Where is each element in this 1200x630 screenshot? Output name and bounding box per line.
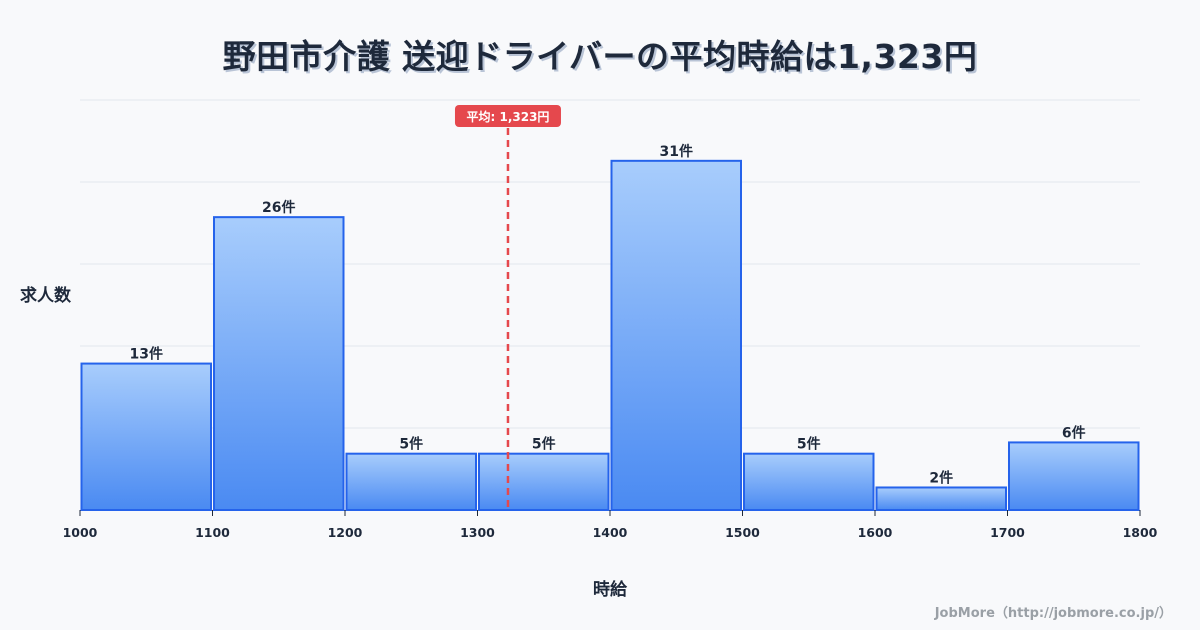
x-tick-label: 1300 xyxy=(460,525,495,540)
y-axis-label: 求人数 xyxy=(20,286,71,306)
bar-value-label: 31件 xyxy=(660,143,693,160)
histogram-bar xyxy=(875,486,1007,512)
histogram-bar xyxy=(213,216,345,511)
histogram-bar xyxy=(478,452,610,511)
x-tick-label: 1600 xyxy=(858,525,893,540)
bar-value-label: 2件 xyxy=(929,469,953,486)
bar-value-label: 5件 xyxy=(532,436,556,453)
average-marker: 平均: 1,323円 xyxy=(454,105,561,510)
histogram-bar xyxy=(80,362,212,512)
x-axis-label: 時給 xyxy=(593,580,627,600)
x-tick-label: 1000 xyxy=(63,525,98,540)
histogram-bar xyxy=(1008,441,1140,511)
histogram-bar xyxy=(743,452,875,511)
bar-value-label: 6件 xyxy=(1062,424,1086,441)
bar-value-label: 5件 xyxy=(797,436,821,453)
bar-value-label: 13件 xyxy=(130,346,163,363)
source-credit: JobMore（http://jobmore.co.jp/） xyxy=(934,606,1172,621)
x-tick-label: 1100 xyxy=(195,525,230,540)
x-axis: 1000 1100 1200 1300 1400 1500 1600 1700 1800 xyxy=(63,510,1158,540)
x-tick-label: 1500 xyxy=(725,525,760,540)
histogram-bar xyxy=(610,159,742,511)
x-tick-label: 1200 xyxy=(328,525,363,540)
bar-value-label: 5件 xyxy=(399,436,423,453)
bars: 13件 26件 5件 5件 31件 5件 2件 6件 xyxy=(80,143,1140,512)
chart-title: 野田市介護 送迎ドライバーの平均時給は1,323円 xyxy=(222,37,978,76)
bar-value-label: 26件 xyxy=(262,199,295,216)
x-tick-label: 1800 xyxy=(1123,525,1158,540)
histogram-bar xyxy=(345,452,477,511)
x-tick-label: 1700 xyxy=(990,525,1025,540)
x-tick-label: 1400 xyxy=(593,525,628,540)
average-badge-label: 平均: 1,323円 xyxy=(467,109,550,124)
average-badge xyxy=(454,105,561,127)
